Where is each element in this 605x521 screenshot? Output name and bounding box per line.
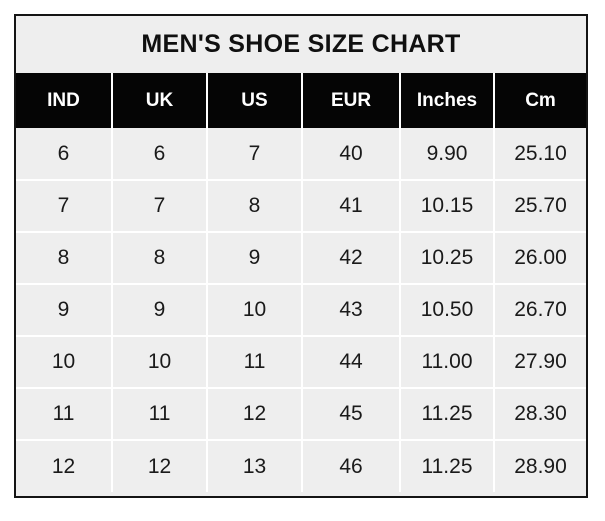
cell-eur: 43 [302,284,401,337]
cell-uk: 9 [112,284,208,337]
cell-us: 13 [207,440,303,492]
size-chart-card: MEN'S SHOE SIZE CHART IND UK US EUR Inch… [14,14,588,498]
table-row: 7 7 8 41 10.15 25.70 [16,180,586,233]
cell-eur: 45 [302,388,401,441]
cell-ind: 7 [16,180,113,233]
table-row: 11 11 12 45 11.25 28.30 [16,388,586,441]
cell-eur: 42 [302,232,401,285]
cell-uk: 6 [112,128,208,181]
cell-uk: 12 [112,440,208,492]
cell-cm: 25.10 [494,128,586,181]
column-header-eur: EUR [302,73,401,128]
cell-ind: 6 [16,128,113,181]
cell-eur: 44 [302,336,401,389]
cell-uk: 7 [112,180,208,233]
table-row: 9 9 10 43 10.50 26.70 [16,284,586,337]
cell-us: 9 [207,232,303,285]
table-header-row: IND UK US EUR Inches Cm [16,73,586,128]
cell-ind: 11 [16,388,113,441]
page-title: MEN'S SHOE SIZE CHART [141,30,461,58]
cell-us: 7 [207,128,303,181]
cell-inches: 9.90 [400,128,495,181]
table-row: 10 10 11 44 11.00 27.90 [16,336,586,389]
cell-inches: 11.25 [400,440,495,492]
column-header-uk: UK [112,73,208,128]
cell-inches: 10.50 [400,284,495,337]
cell-uk: 11 [112,388,208,441]
cell-eur: 46 [302,440,401,492]
column-header-ind: IND [16,73,113,128]
cell-us: 8 [207,180,303,233]
cell-cm: 27.90 [494,336,586,389]
column-header-us: US [207,73,303,128]
table-row: 6 6 7 40 9.90 25.10 [16,128,586,181]
cell-cm: 26.00 [494,232,586,285]
cell-ind: 12 [16,440,113,492]
cell-us: 12 [207,388,303,441]
table-row: 12 12 13 46 11.25 28.90 [16,440,586,492]
cell-ind: 10 [16,336,113,389]
cell-cm: 28.30 [494,388,586,441]
cell-inches: 11.00 [400,336,495,389]
table-header: IND UK US EUR Inches Cm [16,73,586,128]
cell-us: 11 [207,336,303,389]
cell-uk: 8 [112,232,208,285]
cell-us: 10 [207,284,303,337]
shoe-size-table: IND UK US EUR Inches Cm 6 6 7 40 9.90 25… [16,73,586,492]
cell-eur: 41 [302,180,401,233]
cell-cm: 28.90 [494,440,586,492]
table-row: 8 8 9 42 10.25 26.00 [16,232,586,285]
cell-cm: 26.70 [494,284,586,337]
cell-inches: 10.15 [400,180,495,233]
column-header-inches: Inches [400,73,495,128]
cell-inches: 10.25 [400,232,495,285]
cell-eur: 40 [302,128,401,181]
cell-cm: 25.70 [494,180,586,233]
table-body: 6 6 7 40 9.90 25.10 7 7 8 41 10.15 25.70… [16,128,586,492]
column-header-cm: Cm [494,73,586,128]
cell-uk: 10 [112,336,208,389]
cell-inches: 11.25 [400,388,495,441]
cell-ind: 9 [16,284,113,337]
cell-ind: 8 [16,232,113,285]
chart-title-band: MEN'S SHOE SIZE CHART [16,16,586,73]
